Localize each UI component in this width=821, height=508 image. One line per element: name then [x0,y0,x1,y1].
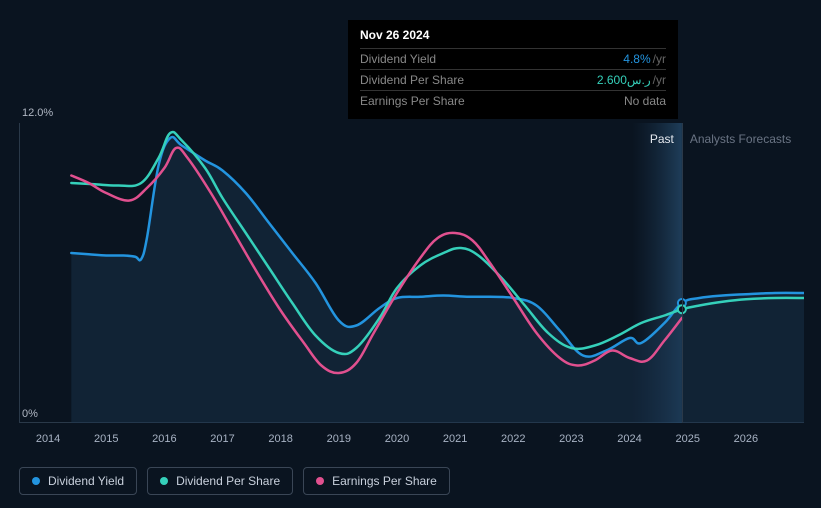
chart-svg [19,123,804,423]
legend-label: Dividend Yield [48,474,124,488]
legend-label: Earnings Per Share [332,474,437,488]
x-axis-tick: 2015 [94,433,118,445]
tooltip-label: Dividend Yield [360,52,436,66]
tooltip-row-yield: Dividend Yield 4.8%/yr [360,48,666,69]
hover-tooltip: Nov 26 2024 Dividend Yield 4.8%/yr Divid… [348,20,678,119]
tooltip-date: Nov 26 2024 [360,28,666,48]
legend-dot-icon [32,477,40,485]
past-region-label: Past [650,132,674,146]
forecast-region-label: Analysts Forecasts [690,132,791,146]
tooltip-row-dps: Dividend Per Share 2.600ر.س/yr [360,69,666,90]
x-axis-tick: 2014 [36,433,60,445]
x-axis-tick: 2026 [734,433,758,445]
x-axis-tick: 2023 [559,433,583,445]
chart-legend: Dividend Yield Dividend Per Share Earnin… [19,467,450,495]
x-axis-tick: 2017 [210,433,234,445]
tooltip-value: No data [624,94,666,108]
legend-dot-icon [160,477,168,485]
legend-label: Dividend Per Share [176,474,280,488]
x-axis-tick: 2022 [501,433,525,445]
x-axis-tick: 2019 [327,433,351,445]
tooltip-value: 2.600ر.س/yr [597,73,666,87]
tooltip-row-eps: Earnings Per Share No data [360,90,666,111]
x-axis-tick: 2021 [443,433,467,445]
x-axis: 2014 2015 2016 2017 2018 2019 2020 2021 2022 2023… [19,433,804,449]
tooltip-label: Dividend Per Share [360,73,464,87]
x-axis-tick: 2024 [617,433,641,445]
legend-dot-icon [316,477,324,485]
legend-item-yield[interactable]: Dividend Yield [19,467,137,495]
legend-item-eps[interactable]: Earnings Per Share [303,467,450,495]
tooltip-value: 4.8%/yr [623,52,666,66]
x-axis-tick: 2016 [152,433,176,445]
chart-area[interactable]: Past Analysts Forecasts [19,123,804,423]
x-axis-tick: 2018 [268,433,292,445]
tooltip-label: Earnings Per Share [360,94,465,108]
past-forecast-divider [682,123,683,423]
y-axis-max-label: 12.0% [22,107,53,119]
legend-item-dps[interactable]: Dividend Per Share [147,467,293,495]
x-axis-tick: 2025 [675,433,699,445]
x-axis-tick: 2020 [385,433,409,445]
